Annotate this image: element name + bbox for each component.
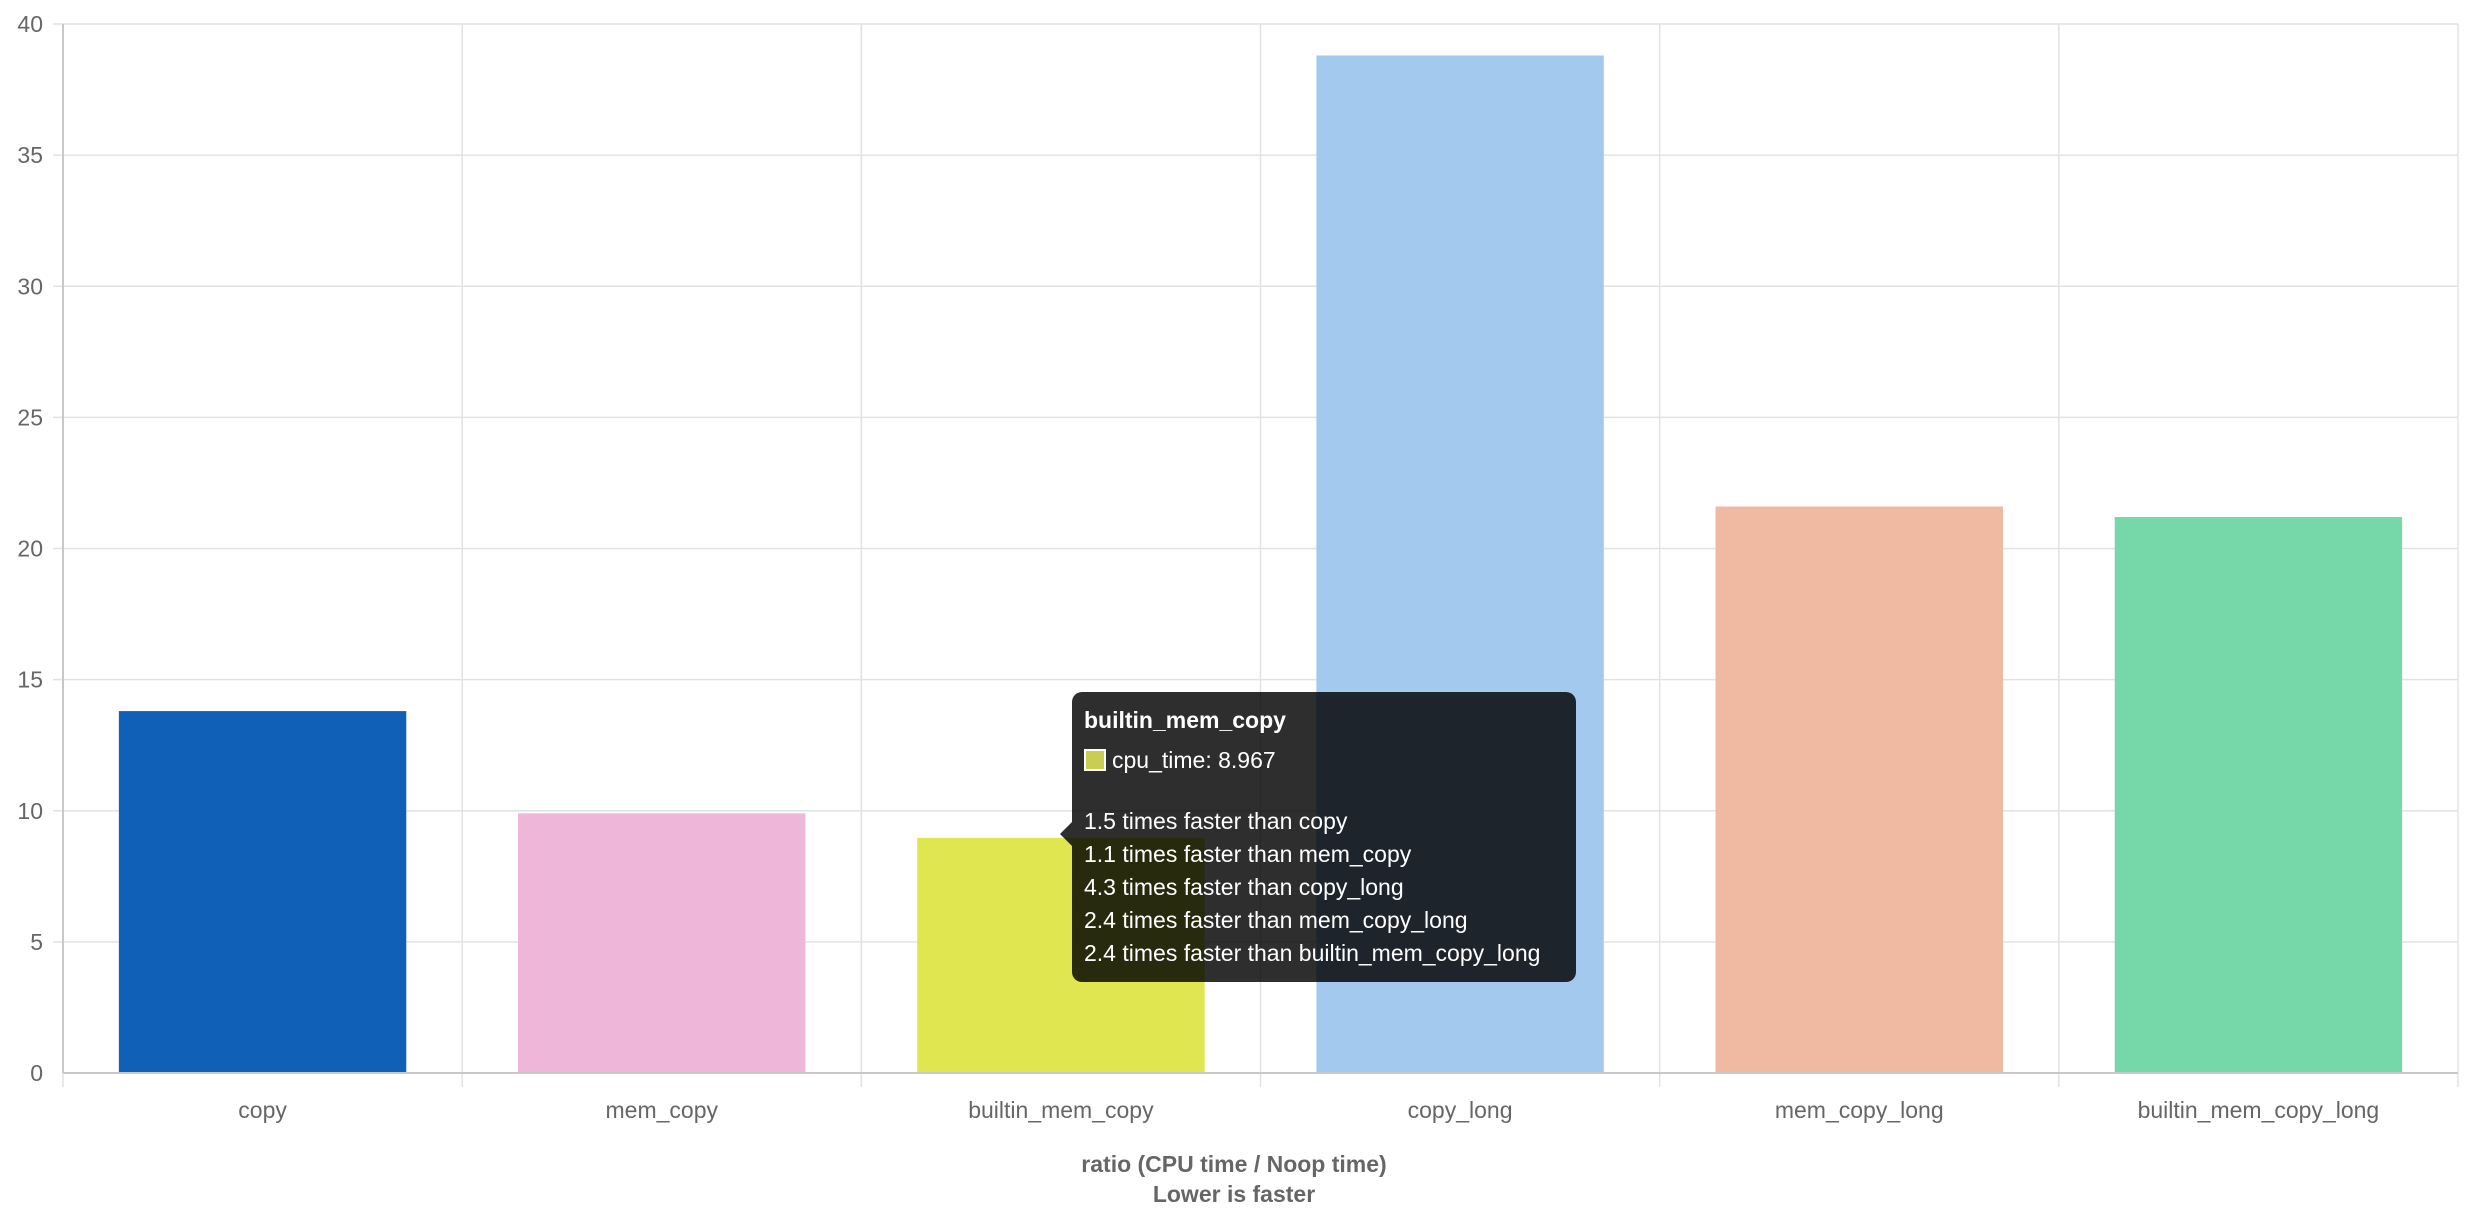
bar-copy[interactable]	[118, 711, 407, 1073]
y-tick-label: 15	[17, 667, 43, 693]
tooltip-title: builtin_mem_copy	[1084, 707, 1286, 733]
tooltip-line: 2.4 times faster than mem_copy_long	[1084, 907, 1468, 933]
bar-mem_copy[interactable]	[518, 813, 806, 1073]
x-tick-label: mem_copy	[606, 1097, 719, 1123]
bar-mem_copy_long[interactable]	[1715, 506, 2003, 1073]
tooltip: builtin_mem_copy cpu_time: 8.967 1.5 tim…	[1060, 692, 1576, 982]
y-tick-label: 30	[17, 273, 43, 299]
x-tick-label: builtin_mem_copy	[968, 1097, 1154, 1123]
bar-builtin_mem_copy_long[interactable]	[2114, 517, 2403, 1073]
x-tick-label: copy_long	[1408, 1097, 1513, 1123]
x-tick-label: copy	[238, 1097, 287, 1123]
tooltip-gap	[1084, 777, 1564, 805]
y-tick-label: 25	[17, 404, 43, 430]
y-tick-label: 20	[17, 536, 43, 562]
tooltip-caret	[1060, 822, 1072, 846]
y-tick-label: 40	[17, 11, 43, 37]
grid	[53, 23, 2459, 1087]
tooltip-line: 4.3 times faster than copy_long	[1084, 874, 1404, 900]
bars	[118, 55, 2403, 1074]
tick-labels: 0 5 10 15 20 25 30 35 40 copy mem_copy builtin_mem_…	[17, 11, 2379, 1123]
y-tick-label: 0	[30, 1060, 43, 1086]
axes	[62, 24, 2458, 1074]
x-tick-label: mem_copy_long	[1775, 1097, 1944, 1123]
tooltip-line: 1.1 times faster than mem_copy	[1084, 841, 1412, 867]
y-tick-label: 35	[17, 142, 43, 168]
tooltip-value: cpu_time: 8.967	[1112, 747, 1276, 773]
x-axis-subtitle: Lower is faster	[1153, 1181, 1315, 1207]
y-tick-label: 10	[17, 798, 43, 824]
tooltip-swatch	[1084, 749, 1106, 771]
y-tick-label: 5	[30, 929, 43, 955]
tooltip-value-row: cpu_time: 8.967	[1084, 743, 1564, 777]
x-axis-title: ratio (CPU time / Noop time)	[1081, 1151, 1386, 1177]
tooltip-line: 2.4 times faster than builtin_mem_copy_l…	[1084, 940, 1541, 966]
tooltip-line: 1.5 times faster than copy	[1084, 808, 1348, 834]
x-tick-label: builtin_mem_copy_long	[2138, 1097, 2380, 1123]
